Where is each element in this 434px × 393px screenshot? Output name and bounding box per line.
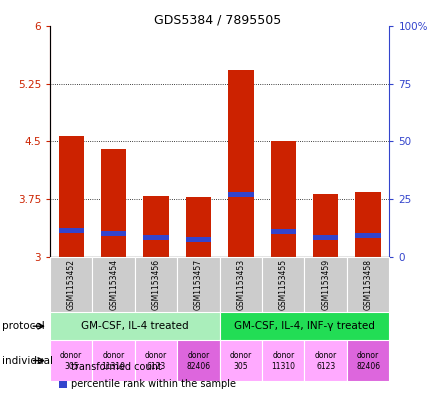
Text: donor
82406: donor 82406 — [355, 351, 379, 371]
Text: GM-CSF, IL-4 treated: GM-CSF, IL-4 treated — [81, 321, 188, 331]
Bar — [59, 381, 66, 388]
Text: GM-CSF, IL-4, INF-γ treated: GM-CSF, IL-4, INF-γ treated — [233, 321, 374, 331]
Text: GSM1153454: GSM1153454 — [109, 259, 118, 310]
Text: GSM1153459: GSM1153459 — [320, 259, 329, 310]
FancyBboxPatch shape — [177, 257, 219, 312]
FancyBboxPatch shape — [219, 340, 261, 381]
Text: donor
11310: donor 11310 — [102, 351, 125, 371]
FancyBboxPatch shape — [219, 312, 388, 340]
Text: percentile rank within the sample: percentile rank within the sample — [71, 379, 235, 389]
Text: donor
82406: donor 82406 — [186, 351, 210, 371]
Text: GSM1153455: GSM1153455 — [278, 259, 287, 310]
Text: transformed count: transformed count — [71, 362, 161, 373]
FancyBboxPatch shape — [92, 257, 135, 312]
Bar — [101, 149, 126, 257]
Bar — [355, 192, 380, 257]
Bar — [228, 192, 253, 197]
FancyBboxPatch shape — [304, 340, 346, 381]
Bar — [59, 364, 66, 371]
Bar — [270, 229, 295, 234]
Bar — [143, 235, 168, 241]
FancyBboxPatch shape — [346, 257, 388, 312]
Text: GSM1153458: GSM1153458 — [363, 259, 372, 310]
FancyBboxPatch shape — [50, 257, 92, 312]
FancyBboxPatch shape — [261, 340, 304, 381]
Text: donor
305: donor 305 — [229, 351, 251, 371]
Text: donor
6123: donor 6123 — [314, 351, 336, 371]
Text: GSM1153456: GSM1153456 — [151, 259, 160, 310]
Bar — [58, 136, 84, 257]
Bar — [185, 237, 211, 242]
FancyBboxPatch shape — [261, 257, 304, 312]
Bar — [143, 196, 168, 257]
Text: donor
11310: donor 11310 — [271, 351, 295, 371]
FancyBboxPatch shape — [50, 312, 219, 340]
Bar — [312, 235, 338, 241]
FancyBboxPatch shape — [177, 340, 219, 381]
Text: protocol: protocol — [2, 321, 45, 331]
Bar — [270, 141, 295, 257]
Bar — [101, 231, 126, 236]
FancyBboxPatch shape — [346, 340, 388, 381]
Text: GSM1153453: GSM1153453 — [236, 259, 245, 310]
FancyBboxPatch shape — [92, 340, 135, 381]
Bar — [185, 197, 211, 257]
FancyBboxPatch shape — [219, 257, 261, 312]
Bar — [58, 228, 84, 233]
Text: GSM1153452: GSM1153452 — [66, 259, 76, 310]
Bar — [228, 70, 253, 257]
Text: individual: individual — [2, 356, 53, 365]
Text: GDS5384 / 7895505: GDS5384 / 7895505 — [154, 14, 280, 27]
FancyBboxPatch shape — [135, 340, 177, 381]
Bar — [355, 233, 380, 238]
FancyBboxPatch shape — [50, 340, 92, 381]
Bar — [312, 194, 338, 257]
Text: GSM1153457: GSM1153457 — [194, 259, 203, 310]
FancyBboxPatch shape — [135, 257, 177, 312]
Text: donor
6123: donor 6123 — [145, 351, 167, 371]
Text: donor
305: donor 305 — [60, 351, 82, 371]
FancyBboxPatch shape — [304, 257, 346, 312]
